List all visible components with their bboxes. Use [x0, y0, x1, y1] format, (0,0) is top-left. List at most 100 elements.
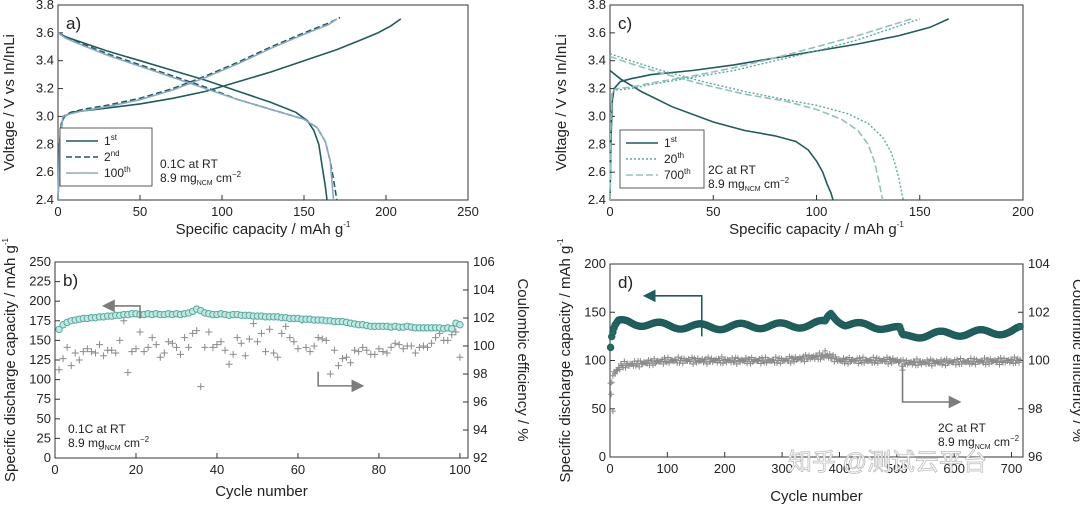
efficiency-axis-arrow	[317, 371, 365, 393]
x-tick-label: 60	[291, 462, 305, 477]
condition-label: 2C at RT	[938, 421, 986, 435]
y-tick-label: 3.8	[588, 0, 606, 12]
efficiency-point	[310, 342, 318, 350]
efficiency-point	[136, 328, 144, 336]
y-tick-label: 3.4	[588, 53, 606, 68]
efficiency-point	[306, 348, 314, 356]
y2-tick-label: 96	[473, 394, 487, 409]
efficiency-point	[608, 379, 615, 386]
y2-tick-label: 102	[1028, 304, 1050, 319]
efficiency-point	[391, 339, 399, 347]
efficiency-point	[330, 346, 338, 354]
efficiency-point	[939, 361, 946, 368]
loading-label: 8.9 mgNCM cm−2	[938, 434, 1020, 451]
efficiency-point	[148, 334, 156, 342]
efficiency-point	[193, 327, 201, 335]
y-axis-label: Specific discharge capacity / mAh g-1	[556, 238, 574, 482]
x-tick-label: 0	[606, 204, 613, 219]
efficiency-point	[375, 345, 383, 353]
efficiency-point	[237, 339, 245, 347]
x-tick-label: 100	[211, 204, 233, 219]
efficiency-point	[720, 360, 727, 367]
y-tick-label: 2.8	[36, 136, 54, 151]
efficiency-point	[152, 341, 160, 349]
x-tick-label: 200	[375, 204, 397, 219]
panel-a-voltage-profile: 0 50 100 150 200 250 2.4 2.6 2.8 3.0 3.2 3.4 3.6 3.8 S…	[1, 0, 479, 238]
efficiency-point	[1009, 357, 1016, 364]
y2-tick-label: 100	[473, 338, 495, 353]
legend-entry: 20th	[664, 151, 684, 166]
efficiency-point	[144, 343, 152, 351]
efficiency-point	[428, 339, 436, 347]
legend-entry: 700th	[664, 167, 691, 182]
y-tick-label: 2.4	[588, 192, 606, 207]
efficiency-point	[881, 358, 888, 365]
efficiency-point	[802, 351, 809, 358]
y-tick-label: 2.6	[588, 164, 606, 179]
capacity-point	[1016, 322, 1024, 331]
y2-tick-label: 92	[473, 450, 487, 465]
efficiency-point	[870, 354, 877, 361]
watermark-text: 知乎 @测试云平台	[788, 449, 987, 476]
y-tick-label: 125	[29, 352, 51, 367]
efficiency-point	[760, 358, 767, 365]
efficiency-point	[359, 343, 367, 351]
x-tick-label: 400	[829, 461, 851, 476]
plot-frame	[57, 4, 469, 201]
efficiency-point	[940, 358, 947, 365]
efficiency-point	[651, 355, 658, 362]
efficiency-point	[160, 349, 168, 357]
y-tick-label: 50	[592, 401, 606, 416]
y-tick-label: 100	[29, 372, 51, 387]
x-tick-label: 300	[771, 461, 793, 476]
y-tick-label: 2.4	[36, 192, 54, 207]
y2-tick-label: 106	[473, 254, 495, 269]
x-tick-label: 0	[54, 204, 61, 219]
efficiency-point	[387, 343, 395, 351]
efficiency-point	[993, 359, 1000, 366]
efficiency-point	[705, 354, 712, 361]
efficiency-point	[608, 391, 615, 398]
x-tick-label: 150	[293, 204, 315, 219]
x-tick-label: 0	[606, 461, 613, 476]
efficiency-point	[201, 343, 209, 351]
y2-tick-label: 104	[1028, 256, 1050, 271]
y-tick-label: 200	[29, 293, 51, 308]
efficiency-point	[613, 367, 620, 374]
efficiency-point	[347, 359, 355, 367]
efficiency-point	[343, 353, 351, 361]
x-tick-label: 80	[372, 462, 386, 477]
efficiency-point	[116, 336, 124, 344]
x-axis-label: Cycle number	[770, 488, 863, 505]
efficiency-point	[258, 329, 265, 337]
series-line	[609, 18, 950, 201]
efficiency-point	[733, 360, 740, 367]
y-tick-label: 150	[29, 332, 51, 347]
x-axis-label: Specific capacity / mAh g-1	[729, 220, 904, 238]
efficiency-point	[282, 322, 290, 330]
legend-entry: 1st	[104, 133, 118, 148]
y2-tick-label: 104	[473, 282, 495, 297]
efficiency-point	[1015, 359, 1022, 366]
x-axis-label: Cycle number	[215, 483, 308, 500]
x-tick-label: 200	[714, 461, 736, 476]
capacity-point	[456, 321, 464, 329]
y-tick-label: 3.6	[588, 25, 606, 40]
efficiency-point	[913, 356, 920, 363]
y-axis-label: Voltage / V vs In/InLi	[553, 34, 570, 171]
capacity-axis-arrow	[101, 299, 141, 319]
efficiency-point	[318, 335, 326, 343]
efficiency-point	[924, 357, 931, 364]
efficiency-point	[690, 360, 697, 367]
efficiency-point	[812, 352, 819, 359]
efficiency-point	[612, 370, 619, 377]
series-line	[609, 18, 921, 201]
loading-label: 8.9 mgNCM cm−2	[708, 176, 790, 193]
efficiency-point	[788, 354, 795, 361]
efficiency-point	[968, 360, 975, 367]
efficiency-point	[100, 352, 108, 360]
efficiency-point	[355, 348, 363, 356]
efficiency-point	[856, 354, 863, 361]
efficiency-point	[71, 349, 79, 357]
efficiency-point	[229, 350, 237, 358]
